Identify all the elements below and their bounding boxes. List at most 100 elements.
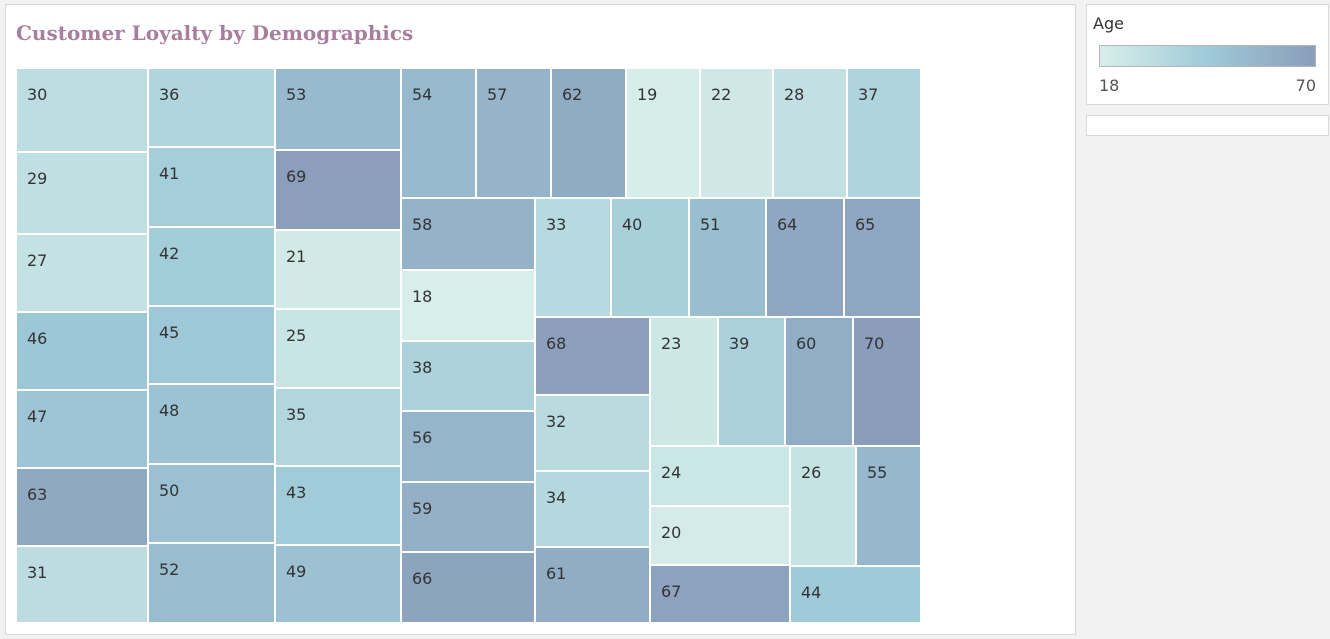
tile-rect[interactable]	[400, 410, 536, 483]
tile-age-67[interactable]: 67	[649, 564, 791, 623]
tile-age-65[interactable]: 65	[843, 197, 921, 318]
tile-rect[interactable]	[534, 546, 651, 623]
tile-rect[interactable]	[717, 316, 786, 447]
tile-rect[interactable]	[274, 229, 402, 310]
tile-age-25[interactable]: 25	[274, 308, 402, 389]
tile-rect[interactable]	[400, 269, 536, 342]
tile-rect[interactable]	[846, 68, 921, 199]
tile-age-27[interactable]: 27	[16, 233, 149, 313]
tile-rect[interactable]	[16, 68, 149, 153]
tile-rect[interactable]	[147, 463, 276, 544]
tile-rect[interactable]	[16, 467, 149, 547]
tile-rect[interactable]	[534, 197, 612, 318]
tile-rect[interactable]	[147, 305, 276, 385]
tile-age-46[interactable]: 46	[16, 311, 149, 391]
tile-rect[interactable]	[789, 445, 857, 567]
tile-age-69[interactable]: 69	[274, 149, 402, 231]
tile-age-48[interactable]: 48	[147, 383, 276, 465]
tile-rect[interactable]	[649, 505, 791, 566]
tile-age-53[interactable]: 53	[274, 68, 402, 151]
tile-age-54[interactable]: 54	[400, 68, 477, 199]
tile-rect[interactable]	[16, 545, 149, 623]
tile-age-19[interactable]: 19	[625, 68, 701, 199]
tile-rect[interactable]	[147, 226, 276, 307]
tile-rect[interactable]	[147, 542, 276, 623]
tile-rect[interactable]	[147, 146, 276, 228]
tile-age-45[interactable]: 45	[147, 305, 276, 385]
tile-rect[interactable]	[855, 445, 921, 567]
tile-age-31[interactable]: 31	[16, 545, 149, 623]
tile-age-58[interactable]: 58	[400, 197, 536, 271]
tile-age-34[interactable]: 34	[534, 470, 651, 548]
tile-age-56[interactable]: 56	[400, 410, 536, 483]
tile-age-35[interactable]: 35	[274, 387, 402, 467]
tile-rect[interactable]	[789, 565, 921, 623]
tile-rect[interactable]	[765, 197, 845, 318]
tile-rect[interactable]	[274, 68, 402, 151]
tile-rect[interactable]	[772, 68, 848, 199]
tile-age-29[interactable]: 29	[16, 151, 149, 235]
tile-age-59[interactable]: 59	[400, 481, 536, 553]
tile-rect[interactable]	[400, 551, 536, 623]
tile-age-55[interactable]: 55	[855, 445, 921, 567]
tile-rect[interactable]	[400, 68, 477, 199]
tile-rect[interactable]	[274, 308, 402, 389]
tile-age-70[interactable]: 70	[852, 316, 921, 447]
tile-age-40[interactable]: 40	[610, 197, 690, 318]
tile-rect[interactable]	[852, 316, 921, 447]
tile-age-32[interactable]: 32	[534, 394, 651, 472]
tile-age-63[interactable]: 63	[16, 467, 149, 547]
tile-rect[interactable]	[274, 387, 402, 467]
tile-rect[interactable]	[699, 68, 774, 199]
tile-age-42[interactable]: 42	[147, 226, 276, 307]
tile-age-28[interactable]: 28	[772, 68, 848, 199]
tile-age-44[interactable]: 44	[789, 565, 921, 623]
tile-rect[interactable]	[274, 465, 402, 546]
tile-rect[interactable]	[784, 316, 854, 447]
tile-rect[interactable]	[534, 470, 651, 548]
tile-age-49[interactable]: 49	[274, 544, 402, 623]
tile-rect[interactable]	[16, 389, 149, 469]
tile-rect[interactable]	[274, 149, 402, 231]
tile-rect[interactable]	[649, 445, 791, 507]
tile-age-30[interactable]: 30	[16, 68, 149, 153]
tile-age-47[interactable]: 47	[16, 389, 149, 469]
tile-rect[interactable]	[147, 68, 276, 148]
tile-rect[interactable]	[625, 68, 701, 199]
tile-age-24[interactable]: 24	[649, 445, 791, 507]
tile-age-61[interactable]: 61	[534, 546, 651, 623]
tile-age-26[interactable]: 26	[789, 445, 857, 567]
tile-age-36[interactable]: 36	[147, 68, 276, 148]
tile-rect[interactable]	[16, 151, 149, 235]
tile-rect[interactable]	[649, 564, 791, 623]
tile-age-18[interactable]: 18	[400, 269, 536, 342]
tile-age-60[interactable]: 60	[784, 316, 854, 447]
tile-age-66[interactable]: 66	[400, 551, 536, 623]
tile-rect[interactable]	[147, 383, 276, 465]
tile-rect[interactable]	[550, 68, 627, 199]
tile-age-64[interactable]: 64	[765, 197, 845, 318]
tile-rect[interactable]	[400, 340, 536, 412]
tile-age-37[interactable]: 37	[846, 68, 921, 199]
tile-age-43[interactable]: 43	[274, 465, 402, 546]
tile-age-41[interactable]: 41	[147, 146, 276, 228]
tile-age-62[interactable]: 62	[550, 68, 627, 199]
tile-age-21[interactable]: 21	[274, 229, 402, 310]
filter-box[interactable]	[1086, 115, 1329, 136]
tile-rect[interactable]	[688, 197, 767, 318]
tile-age-50[interactable]: 50	[147, 463, 276, 544]
tile-age-20[interactable]: 20	[649, 505, 791, 566]
tile-rect[interactable]	[274, 544, 402, 623]
tile-rect[interactable]	[534, 316, 651, 396]
tile-age-33[interactable]: 33	[534, 197, 612, 318]
tile-rect[interactable]	[16, 233, 149, 313]
tile-age-38[interactable]: 38	[400, 340, 536, 412]
tile-age-52[interactable]: 52	[147, 542, 276, 623]
tile-age-68[interactable]: 68	[534, 316, 651, 396]
tile-age-51[interactable]: 51	[688, 197, 767, 318]
tile-age-39[interactable]: 39	[717, 316, 786, 447]
tile-age-23[interactable]: 23	[649, 316, 719, 447]
tile-rect[interactable]	[534, 394, 651, 472]
tile-rect[interactable]	[475, 68, 552, 199]
tile-age-57[interactable]: 57	[475, 68, 552, 199]
